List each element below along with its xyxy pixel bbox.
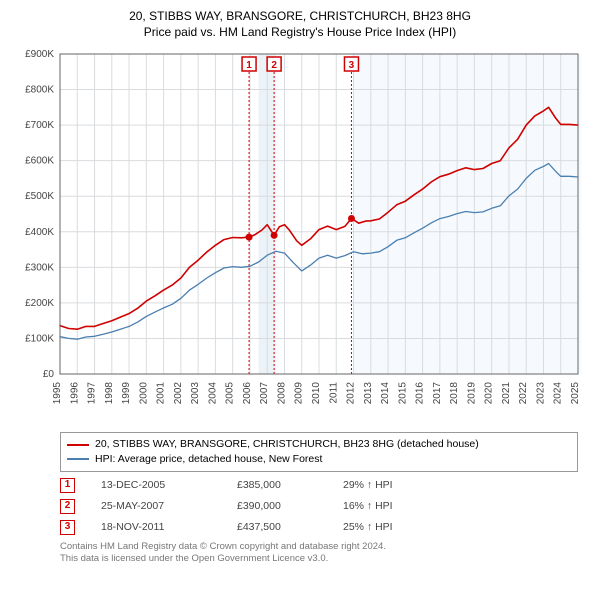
legend: 20, STIBBS WAY, BRANSGORE, CHRISTCHURCH,… (60, 432, 578, 471)
svg-text:2018: 2018 (449, 382, 460, 405)
marker-row: 3 18-NOV-2011 £437,500 25% ↑ HPI (60, 520, 578, 535)
marker-number-box: 3 (60, 520, 75, 535)
svg-text:2021: 2021 (501, 382, 512, 405)
marker-number-box: 1 (60, 478, 75, 493)
marker-delta: 29% ↑ HPI (343, 479, 393, 491)
svg-text:2010: 2010 (311, 382, 322, 405)
svg-text:2012: 2012 (346, 382, 357, 405)
svg-text:2001: 2001 (156, 382, 167, 405)
footnote: Contains HM Land Registry data © Crown c… (60, 541, 578, 566)
svg-text:2022: 2022 (518, 382, 529, 405)
svg-text:2004: 2004 (207, 382, 218, 405)
legend-label: 20, STIBBS WAY, BRANSGORE, CHRISTCHURCH,… (95, 437, 479, 452)
sale-marker-table: 1 13-DEC-2005 £385,000 29% ↑ HPI 2 25-MAY-200… (60, 478, 578, 535)
svg-text:2023: 2023 (535, 382, 546, 405)
svg-text:2005: 2005 (225, 382, 236, 405)
svg-text:1: 1 (246, 60, 252, 71)
svg-text:£300K: £300K (25, 263, 54, 274)
svg-text:2006: 2006 (242, 382, 253, 405)
svg-text:£0: £0 (43, 369, 55, 380)
svg-text:2014: 2014 (380, 382, 391, 405)
marker-delta: 16% ↑ HPI (343, 500, 393, 512)
title-line-2: Price paid vs. HM Land Registry's House … (144, 25, 456, 39)
svg-text:£600K: £600K (25, 156, 54, 167)
svg-text:2011: 2011 (328, 382, 339, 404)
marker-price: £437,500 (237, 521, 317, 533)
svg-text:£200K: £200K (25, 298, 54, 309)
legend-row: HPI: Average price, detached house, New … (67, 452, 571, 467)
svg-text:2013: 2013 (363, 382, 374, 405)
price-chart: £0 £100K £200K £300K £400K £500K £600K £700K £80… (10, 46, 590, 426)
legend-label: HPI: Average price, detached house, New … (95, 452, 322, 467)
svg-text:2024: 2024 (553, 382, 564, 405)
svg-text:1999: 1999 (121, 382, 132, 405)
title-line-1: 20, STIBBS WAY, BRANSGORE, CHRISTCHURCH,… (129, 9, 471, 23)
svg-text:3: 3 (349, 60, 355, 71)
legend-swatch (67, 458, 89, 460)
svg-text:2003: 2003 (190, 382, 201, 405)
svg-text:2002: 2002 (173, 382, 184, 405)
legend-row: 20, STIBBS WAY, BRANSGORE, CHRISTCHURCH,… (67, 437, 571, 452)
svg-text:2015: 2015 (397, 382, 408, 405)
svg-text:1995: 1995 (52, 382, 63, 405)
svg-text:£900K: £900K (25, 49, 54, 60)
svg-text:2016: 2016 (415, 382, 426, 405)
svg-text:£700K: £700K (25, 120, 54, 131)
svg-text:2008: 2008 (276, 382, 287, 405)
svg-text:£100K: £100K (25, 334, 54, 345)
svg-text:1996: 1996 (69, 382, 80, 405)
marker-date: 18-NOV-2011 (101, 521, 211, 533)
svg-text:£800K: £800K (25, 85, 54, 96)
marker-number-box: 2 (60, 499, 75, 514)
svg-text:1997: 1997 (87, 382, 98, 405)
svg-text:£500K: £500K (25, 192, 54, 203)
marker-row: 2 25-MAY-2007 £390,000 16% ↑ HPI (60, 499, 578, 514)
marker-price: £390,000 (237, 500, 317, 512)
chart-title: 20, STIBBS WAY, BRANSGORE, CHRISTCHURCH,… (10, 8, 590, 40)
svg-text:2007: 2007 (259, 382, 270, 405)
svg-text:2000: 2000 (138, 382, 149, 405)
svg-text:2025: 2025 (570, 382, 581, 405)
marker-delta: 25% ↑ HPI (343, 521, 393, 533)
svg-text:2017: 2017 (432, 382, 443, 405)
svg-text:1998: 1998 (104, 382, 115, 405)
footnote-line-1: Contains HM Land Registry data © Crown c… (60, 541, 386, 552)
svg-text:2009: 2009 (294, 382, 305, 405)
marker-date: 13-DEC-2005 (101, 479, 211, 491)
legend-swatch (67, 444, 89, 446)
svg-text:2020: 2020 (484, 382, 495, 405)
svg-text:£400K: £400K (25, 227, 54, 238)
marker-row: 1 13-DEC-2005 £385,000 29% ↑ HPI (60, 478, 578, 493)
svg-text:2: 2 (271, 60, 277, 71)
marker-price: £385,000 (237, 479, 317, 491)
footnote-line-2: This data is licensed under the Open Gov… (60, 553, 328, 564)
marker-date: 25-MAY-2007 (101, 500, 211, 512)
svg-text:2019: 2019 (466, 382, 477, 405)
